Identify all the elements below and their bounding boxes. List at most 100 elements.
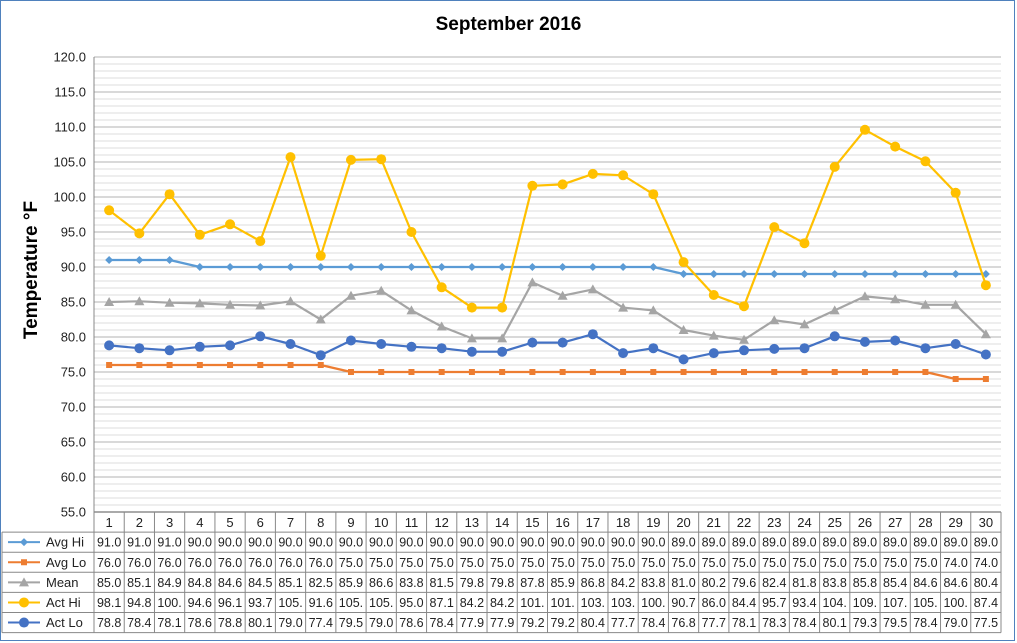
avg-hi-table-cell: 91.0	[97, 536, 121, 550]
avg-lo-table-cell: 75.0	[883, 556, 907, 570]
avg-lo-table-cell: 75.0	[339, 556, 363, 570]
act-lo-data-point	[164, 345, 175, 356]
act-lo-series-line	[109, 333, 987, 361]
avg-lo-data-point	[408, 369, 415, 375]
avg-hi-data-point	[800, 270, 809, 278]
act-hi-table-cell: 94.6	[188, 596, 212, 610]
avg-hi-data-point	[588, 263, 597, 271]
avg-hi-table-cell: 90.0	[611, 536, 635, 550]
act-hi-table-cell: 100.	[641, 596, 665, 610]
avg-hi-table-cell: 89.0	[732, 536, 756, 550]
avg-lo-data-point	[589, 369, 596, 375]
avg-hi-data-point	[740, 270, 749, 278]
mean-table-cell: 81.8	[792, 576, 816, 590]
avg-lo-series-line	[109, 363, 986, 381]
mean-data-point	[678, 325, 689, 334]
act-lo-data-point	[315, 350, 326, 361]
avg-lo-table-cell: 74.0	[974, 556, 998, 570]
act-lo-data-point	[436, 343, 447, 354]
act-hi-legend-label: Act Hi	[46, 595, 81, 610]
avg-lo-table-cell: 75.0	[369, 556, 393, 570]
act-hi-table-cell: 98.1	[97, 596, 121, 610]
act-lo-data-point	[225, 340, 236, 351]
mean-table-cell: 80.4	[974, 576, 998, 590]
mean-data-point	[557, 290, 568, 300]
mean-data-point	[587, 284, 598, 294]
mean-data-point	[134, 296, 145, 306]
act-hi-data-point	[829, 161, 840, 172]
act-lo-table-cell: 78.4	[127, 616, 151, 630]
mean-data-point	[950, 299, 961, 309]
mean-table-cell: 85.4	[883, 576, 907, 590]
act-lo-table-cell: 78.8	[218, 616, 242, 630]
x-tick-label: 20	[676, 515, 690, 530]
act-lo-data-point	[497, 346, 508, 357]
avg-hi-data-point	[135, 256, 144, 264]
act-hi-data-point	[104, 205, 115, 216]
avg-hi-table-cell: 90.0	[248, 536, 272, 550]
mean-table-cell: 87.8	[520, 576, 544, 590]
act-hi-table-cell: 100.	[157, 596, 181, 610]
mean-data-point	[769, 315, 780, 325]
mean-data-point	[920, 299, 931, 309]
avg-lo-data-point	[106, 362, 113, 368]
act-hi-data-point	[315, 250, 326, 261]
act-hi-data-point	[134, 228, 145, 239]
mean-table-cell: 83.8	[641, 576, 665, 590]
mean-data-point	[890, 294, 901, 304]
avg-hi-table-cell: 90.0	[430, 536, 454, 550]
act-hi-data-point	[648, 189, 659, 200]
x-tick-label: 1	[105, 515, 112, 530]
avg-hi-data-point	[377, 263, 386, 271]
act-hi-data-point	[164, 189, 175, 200]
act-hi-table-cell: 93.7	[248, 596, 272, 610]
act-lo-data-point	[739, 345, 750, 356]
act-lo-table-cell: 78.1	[732, 616, 756, 630]
avg-lo-table-cell: 76.0	[218, 556, 242, 570]
avg-hi-table-cell: 90.0	[520, 536, 544, 550]
avg-lo-data-point	[317, 362, 324, 368]
act-hi-table-cell: 103.	[581, 596, 605, 610]
act-lo-table-cell: 78.4	[641, 616, 665, 630]
avg-lo-legend-key-marker	[21, 559, 27, 566]
act-hi-data-point	[436, 282, 447, 293]
act-lo-table-cell: 78.4	[430, 616, 454, 630]
act-lo-data-point	[920, 343, 931, 354]
mean-data-point	[104, 297, 115, 306]
avg-lo-data-point	[196, 362, 203, 368]
act-lo-data-point	[708, 348, 719, 359]
act-hi-data-point	[194, 229, 205, 240]
mean-table-cell: 84.6	[943, 576, 967, 590]
act-hi-data-point	[859, 124, 870, 135]
act-hi-data-point	[345, 154, 356, 165]
avg-lo-table-cell: 76.0	[309, 556, 333, 570]
x-tick-label: 2	[136, 515, 143, 530]
avg-hi-data-point	[105, 256, 114, 264]
avg-hi-data-point	[407, 263, 416, 271]
act-lo-data-point	[406, 341, 417, 352]
avg-hi-table-cell: 89.0	[913, 536, 937, 550]
act-lo-table-cell: 77.7	[702, 616, 726, 630]
act-hi-table-cell: 109.	[853, 596, 877, 610]
act-hi-data-point	[527, 180, 538, 191]
mean-table-cell: 84.9	[157, 576, 181, 590]
act-hi-table-cell: 93.4	[792, 596, 816, 610]
mean-table-cell: 84.6	[913, 576, 937, 590]
act-hi-data-point	[618, 170, 629, 181]
avg-lo-table-cell: 76.0	[157, 556, 181, 570]
x-tick-label: 10	[374, 515, 388, 530]
x-tick-label: 25	[827, 515, 841, 530]
avg-hi-table-cell: 89.0	[853, 536, 877, 550]
avg-hi-data-point	[346, 263, 355, 271]
act-lo-data-point	[255, 331, 266, 342]
y-tick-label: 85.0	[61, 295, 86, 310]
act-lo-data-point	[557, 337, 568, 348]
act-hi-data-point	[799, 238, 810, 249]
avg-lo-table-cell: 76.0	[188, 556, 212, 570]
y-tick-label: 115.0	[54, 85, 86, 100]
avg-hi-table-cell: 90.0	[490, 536, 514, 550]
act-hi-table-cell: 84.2	[460, 596, 484, 610]
act-hi-table-cell: 86.0	[702, 596, 726, 610]
y-tick-label: 110.0	[54, 120, 86, 135]
act-hi-table-cell: 101.	[520, 596, 544, 610]
